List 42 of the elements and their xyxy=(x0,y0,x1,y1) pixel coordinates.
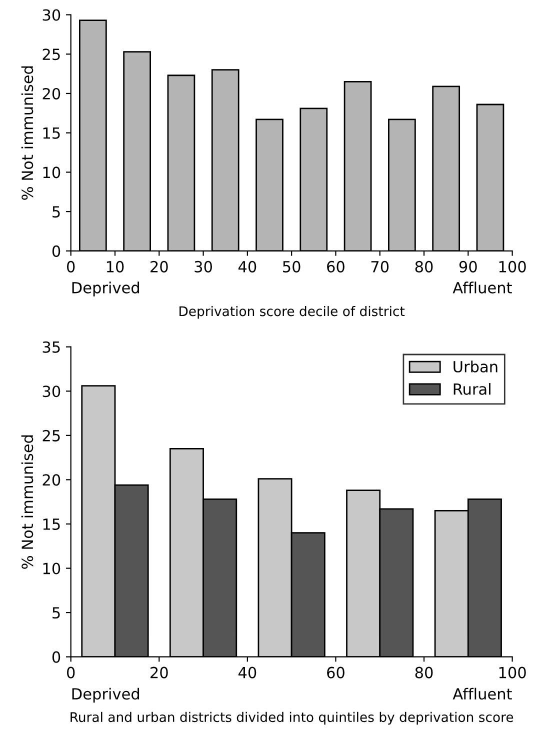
legend-label: Urban xyxy=(454,360,498,372)
y-tick-label: 30 xyxy=(42,386,60,398)
x-tick-label: 70 xyxy=(371,260,389,272)
x-tick-label: 60 xyxy=(327,666,344,678)
y-tick-label: 20 xyxy=(42,88,60,100)
y-tick-label: 25 xyxy=(42,430,60,442)
y-tick-label: 35 xyxy=(42,341,60,353)
y-tick-label: 0 xyxy=(52,651,60,663)
x-tick-label: 20 xyxy=(150,260,168,272)
x-tick-label: 80 xyxy=(415,260,433,272)
y-tick-label: 0 xyxy=(52,245,60,257)
y-tick-label: 5 xyxy=(52,206,60,218)
legend-label: Rural xyxy=(454,383,490,395)
x-tick-label: 40 xyxy=(238,260,256,272)
y-tick-label: 10 xyxy=(43,562,60,574)
y-tick-label: 10 xyxy=(43,166,60,178)
x-axis-title: Rural and urban districts divided into quintiles by deprivation score xyxy=(70,712,514,725)
x-tick-label: 10 xyxy=(106,260,124,272)
y-tick-label: 30 xyxy=(42,9,60,21)
text: Affluent xyxy=(452,688,512,700)
y-tick-label: 20 xyxy=(42,474,60,486)
y-axis-title: % Not immunised xyxy=(21,66,34,200)
x-axis-title: Deprivation score decile of district xyxy=(180,306,405,319)
x-tick-label: 20 xyxy=(150,666,168,678)
y-tick-label: 5 xyxy=(52,607,60,619)
x-tick-label: 100 xyxy=(499,666,526,678)
x-tick-label: 100 xyxy=(499,260,526,272)
x-tick-label: 80 xyxy=(415,666,433,678)
x-tick-label: 60 xyxy=(327,260,344,272)
x-tick-label: 50 xyxy=(283,260,300,272)
y-axis-title: % Not immunised xyxy=(21,435,34,569)
text: Deprived xyxy=(72,282,139,296)
x-tick-label: 90 xyxy=(459,260,477,272)
x-tick-label: 0 xyxy=(66,260,75,272)
y-tick-label: 25 xyxy=(42,48,60,60)
x-tick-label: 0 xyxy=(66,666,75,678)
text: Affluent xyxy=(452,282,512,294)
y-tick-label: 15 xyxy=(43,518,60,530)
x-tick-label: 30 xyxy=(194,260,212,272)
y-tick-label: 15 xyxy=(43,128,60,139)
text: Deprived xyxy=(72,688,139,703)
x-tick-label: 40 xyxy=(238,666,256,678)
